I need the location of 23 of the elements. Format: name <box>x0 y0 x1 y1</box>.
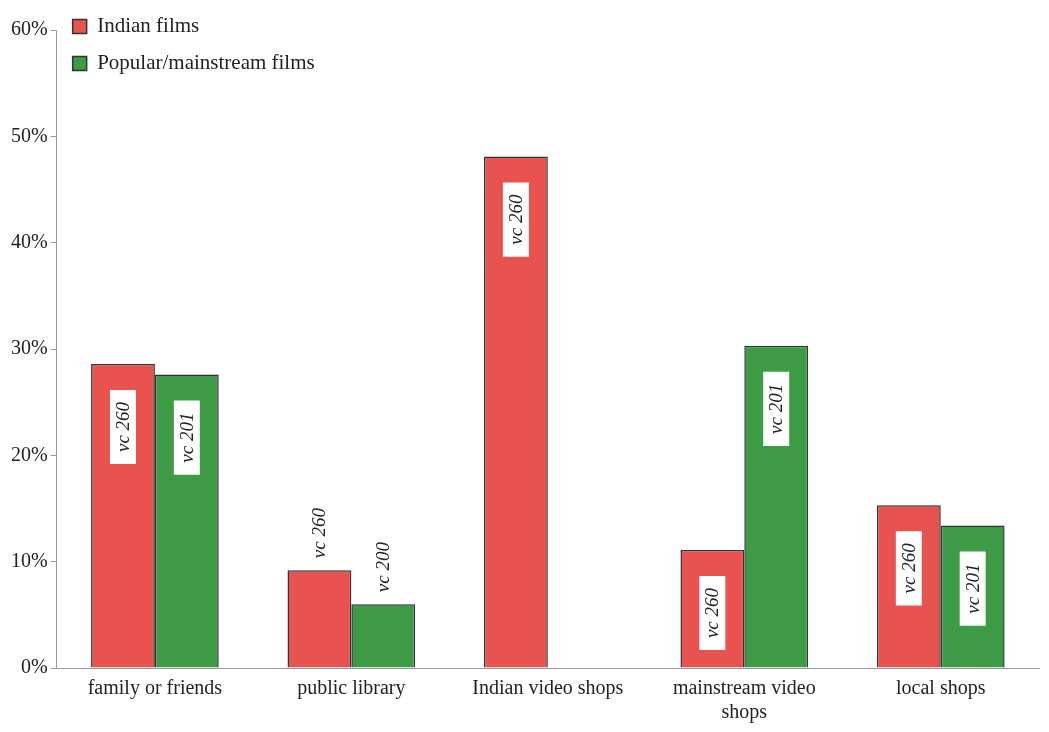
y-tick-label: 20% <box>10 442 48 465</box>
x-tick-label: family or friends <box>87 676 223 700</box>
data-label: vc 201 <box>961 563 983 614</box>
data-label: vc 201 <box>765 383 787 434</box>
y-tick-label: 40% <box>10 229 48 252</box>
y-tick-label: 0% <box>20 655 48 678</box>
y-tick-label: 10% <box>10 548 48 571</box>
legend-label: Popular/mainstream films <box>97 50 315 75</box>
y-tick-label: 60% <box>10 17 48 40</box>
y-tick-label: 50% <box>10 123 48 146</box>
x-tick-label: Indian video shops <box>472 676 624 700</box>
data-label: vc 260 <box>897 542 919 594</box>
data-label: vc 260 <box>308 507 330 559</box>
data-label: vc 260 <box>701 587 723 639</box>
y-tick-label: 30% <box>10 336 48 359</box>
data-label: vc 260 <box>111 401 133 453</box>
x-tick-label: public library <box>297 676 406 700</box>
data-label: vc 201 <box>175 412 197 463</box>
x-tick-label: local shops <box>896 676 986 700</box>
legend-label: Indian films <box>97 13 200 38</box>
data-label: vc 200 <box>372 541 394 593</box>
data-label: vc 260 <box>504 194 526 245</box>
x-tick-label: mainstream video shops <box>672 676 816 724</box>
